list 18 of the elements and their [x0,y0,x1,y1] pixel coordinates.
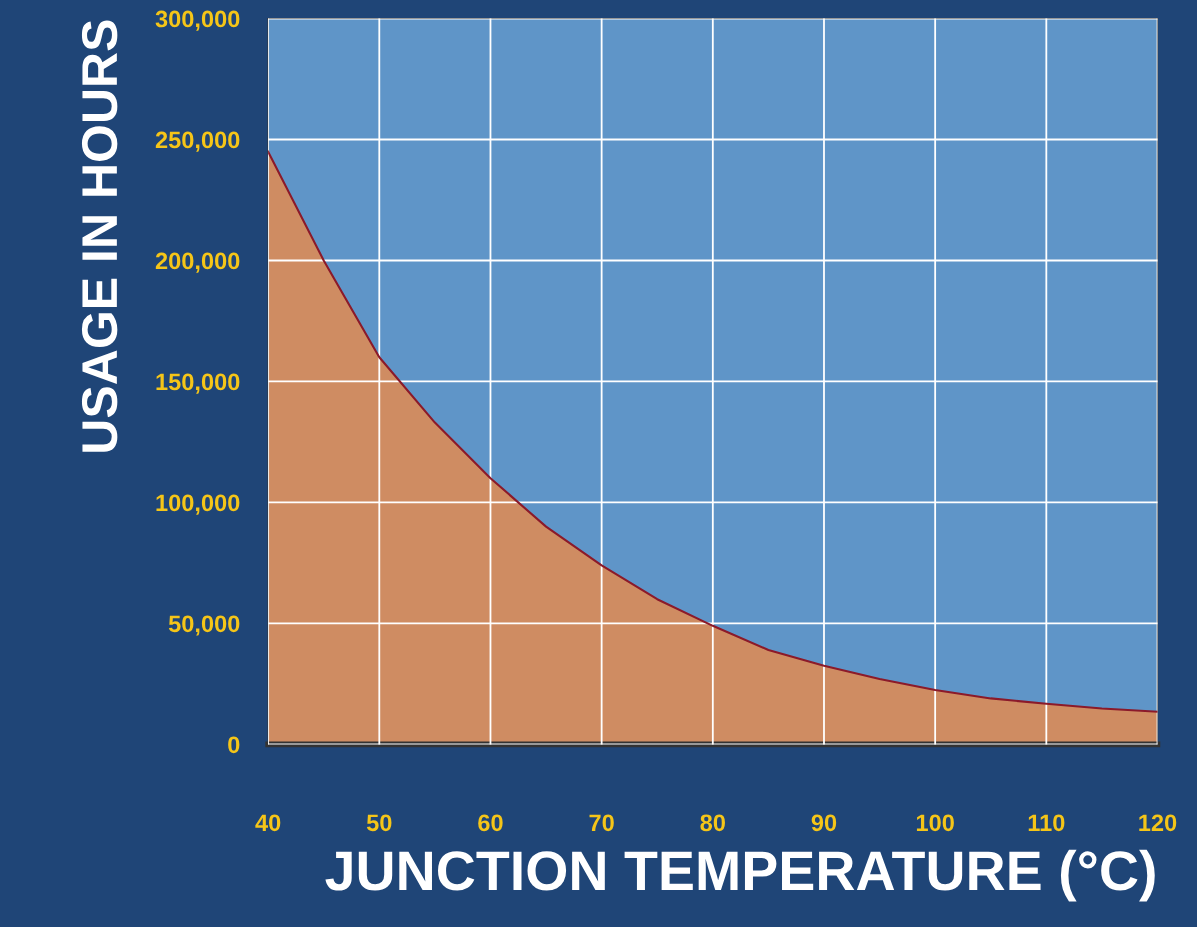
x-tick-label: 90 [811,814,837,832]
x-axis-title: JUNCTION TEMPERATURE (°C) [325,849,1155,902]
x-tick-label: 40 [255,814,281,832]
y-tick-label: 150,000 [156,373,240,394]
y-axis-title: USAGE IN HOURS [81,20,118,452]
y-tick-label: 50,000 [168,615,240,636]
x-tick-label: 100 [916,814,954,832]
x-tick-label: 60 [478,814,503,832]
y-tick-label: 0 [228,736,240,754]
x-tick-label: 50 [366,814,392,832]
x-tick-label: 70 [589,814,614,832]
x-tick-label: 110 [1028,814,1065,832]
x-tick-label: 120 [1139,814,1177,832]
y-tick-label: 300,000 [155,10,240,31]
y-tick-label: 100,000 [156,494,240,515]
x-tick-label: 80 [700,814,725,832]
y-tick-label: 250,000 [155,131,240,152]
y-tick-label: 200,000 [155,252,240,273]
